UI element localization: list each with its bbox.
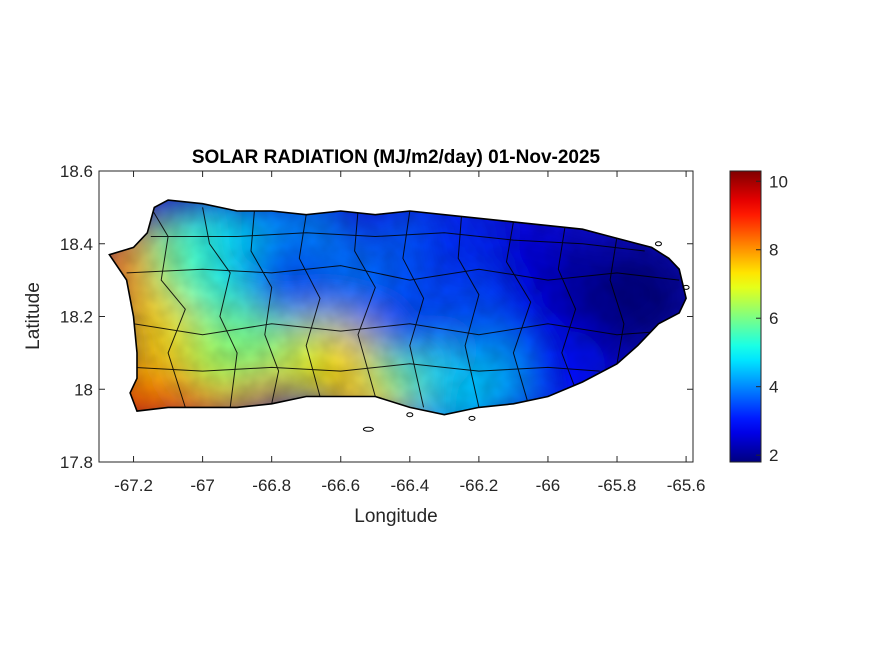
island-outline [108, 199, 687, 416]
colorbar: 2 4 6 8 10 [729, 170, 788, 465]
y-tick-label: 18.4 [60, 235, 93, 254]
colorbar-ticks: 2 4 6 8 10 [756, 172, 788, 465]
islet-3 [654, 241, 662, 247]
chart-title: SOLAR RADIATION (MJ/m2/day) 01-Nov-2025 [192, 147, 601, 168]
x-tick-label: -66.6 [321, 476, 360, 495]
x-axis: -67.2 -67 -66.8 -66.6 -66.4 -66.2 -66 -65.8 -65.… [114, 171, 705, 495]
x-tick-label: -66.8 [252, 476, 291, 495]
municipal-line-13 [150, 232, 645, 252]
x-tick-label: -65.8 [598, 476, 637, 495]
y-tick-label: 17.8 [60, 453, 93, 472]
colorbar-tick-label: 10 [769, 172, 788, 191]
municipal-line-4 [354, 210, 376, 397]
colorbar-gradient [729, 170, 762, 463]
islet-0 [362, 426, 374, 432]
colorbar-tick-label: 8 [769, 241, 778, 260]
municipal-line-6 [457, 214, 480, 408]
y-tick-label: 18 [74, 380, 93, 399]
islet-1 [406, 412, 414, 418]
municipal-line-3 [298, 214, 321, 397]
municipal-line-5 [402, 210, 425, 408]
municipal-line-10 [126, 265, 680, 281]
municipal-line-9 [609, 236, 625, 364]
municipal-line-12 [133, 363, 600, 372]
municipal-line-1 [202, 207, 238, 408]
x-tick-label: -67.2 [114, 476, 153, 495]
x-tick-label: -66.4 [390, 476, 429, 495]
y-axis: 17.8 18 18.2 18.4 18.6 [60, 162, 693, 472]
small-islands [362, 241, 690, 432]
x-tick-label: -66.2 [460, 476, 499, 495]
municipal-line-11 [133, 323, 666, 336]
x-tick-label: -65.6 [667, 476, 706, 495]
y-axis-label: Latitude [23, 282, 44, 350]
x-axis-label: Longitude [354, 506, 437, 527]
islet-2 [468, 415, 476, 421]
municipal-line-0 [150, 207, 186, 408]
y-tick-label: 18.2 [60, 308, 93, 327]
y-tick-label: 18.6 [60, 162, 93, 181]
x-tick-label: -66 [536, 476, 561, 495]
municipal-line-2 [250, 210, 280, 404]
municipal-line-8 [557, 225, 577, 390]
colorbar-tick-label: 2 [769, 446, 778, 465]
municipal-boundaries [126, 207, 680, 408]
colorbar-tick-label: 4 [769, 378, 778, 397]
x-tick-label: -67 [190, 476, 215, 495]
colorbar-tick-label: 6 [769, 309, 778, 328]
islet-4 [682, 284, 690, 290]
